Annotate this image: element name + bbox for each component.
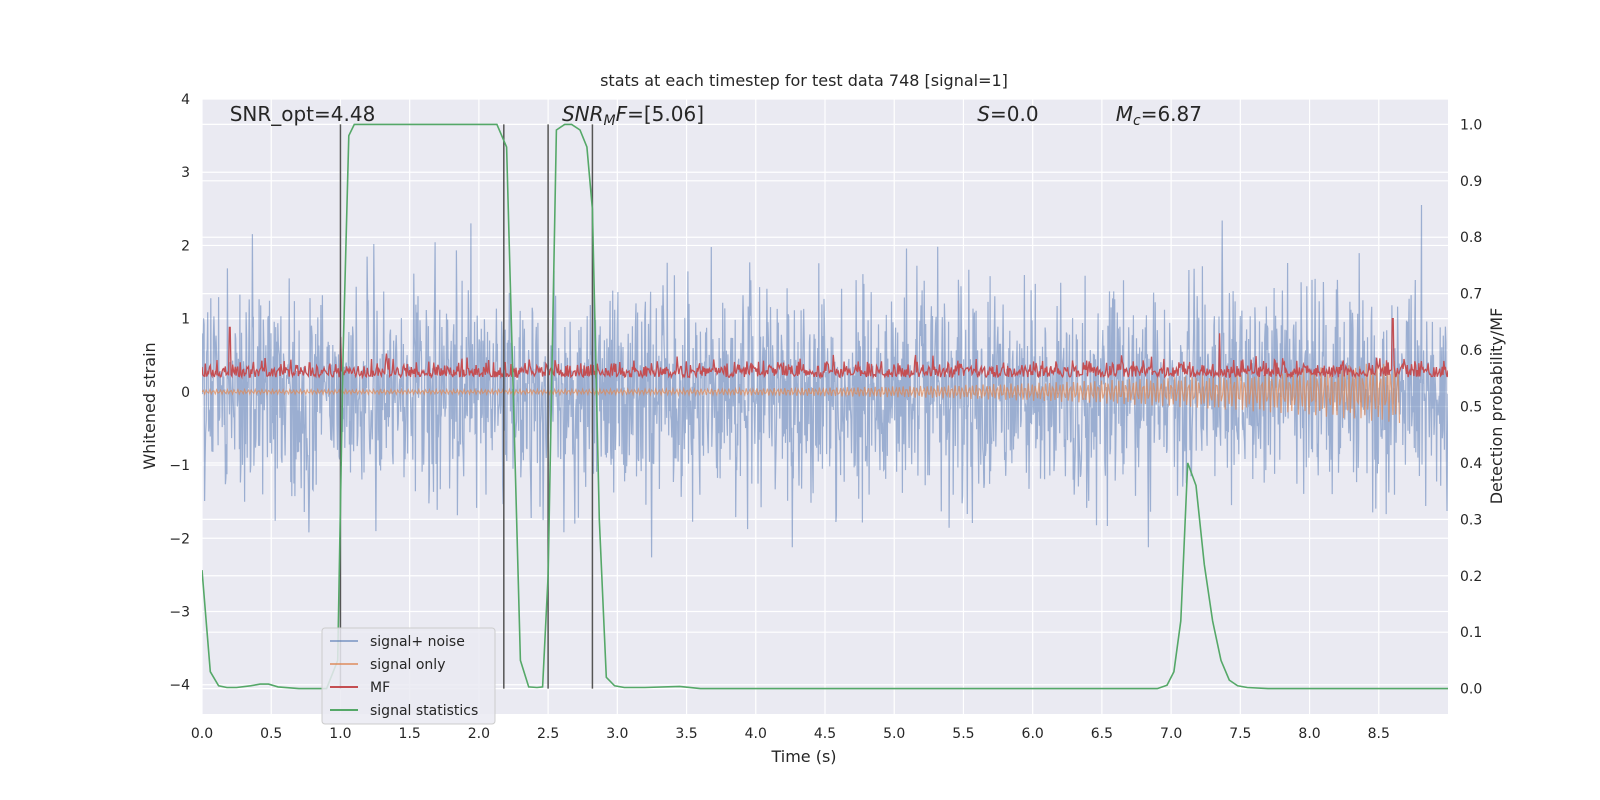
annotation-part: M	[604, 113, 616, 129]
y2-tick-label: 1.0	[1460, 117, 1482, 133]
chart-title: stats at each timestep for test data 748…	[600, 71, 1008, 90]
x-tick-label: 2.5	[537, 726, 559, 742]
y-tick-label: −2	[169, 531, 190, 547]
annotation-part: S	[977, 102, 990, 126]
y2-tick-label: 0.4	[1460, 456, 1482, 472]
y-tick-label: −4	[169, 678, 190, 694]
y2-tick-label: 0.2	[1460, 569, 1482, 585]
y2-tick-label: 0.1	[1460, 625, 1482, 641]
x-tick-label: 5.5	[952, 726, 974, 742]
x-tick-label: 2.0	[468, 726, 490, 742]
x-tick-label: 8.0	[1298, 726, 1320, 742]
y2-axis-label: Detection probability/MF	[1487, 308, 1506, 505]
signal-only-line	[202, 360, 1401, 424]
y-tick-label: 4	[181, 92, 190, 108]
y-tick-label: 0	[181, 385, 190, 401]
x-tick-label: 1.0	[329, 726, 351, 742]
y-tick-label: 2	[181, 238, 190, 254]
x-tick-label: 8.5	[1368, 726, 1390, 742]
legend-label: signal+ noise	[370, 634, 465, 650]
x-tick-label: 7.5	[1229, 726, 1251, 742]
x-axis-label: Time (s)	[770, 747, 836, 766]
x-tick-label: 3.0	[606, 726, 628, 742]
annotation-part: M	[1116, 102, 1133, 126]
x-tick-label: 6.0	[1022, 726, 1044, 742]
annotation-snr-mf: SNRMF=[5.06]	[562, 102, 704, 129]
x-tick-label: 7.0	[1160, 726, 1182, 742]
y-tick-label: 3	[181, 165, 190, 181]
annotation-mc: Mc=6.87	[1116, 102, 1202, 129]
annotation-part: F	[616, 102, 628, 126]
signal-statistics-line	[202, 123, 1448, 690]
y2-tick-label: 0.3	[1460, 512, 1482, 528]
y2-tick-label: 0.5	[1460, 400, 1482, 416]
series-group	[202, 123, 1448, 690]
legend-label: MF	[370, 680, 390, 696]
y-tick-label: −1	[169, 458, 190, 474]
annotation-part: =6.87	[1141, 102, 1202, 126]
legend: signal+ noise signal only MF signal statist…	[321, 627, 496, 725]
x-tick-label: 0.0	[191, 726, 213, 742]
annotation-s: S=0.0	[977, 102, 1038, 126]
x-tick-label: 4.0	[745, 726, 767, 742]
annotation-part: =[5.06]	[627, 102, 704, 126]
x-tick-label: 3.5	[675, 726, 697, 742]
x-tick-label: 5.0	[883, 726, 905, 742]
annotation-part: c	[1133, 113, 1141, 129]
x-tick-label: 4.5	[814, 726, 836, 742]
y-axis-label: Whitened strain	[140, 342, 159, 469]
x-tick-label: 6.5	[1091, 726, 1113, 742]
legend-label: signal only	[370, 657, 445, 673]
y2-tick-label: 0.7	[1460, 287, 1482, 303]
y-tick-label: −3	[169, 605, 190, 621]
legend-box	[321, 627, 496, 725]
y2-tick-label: 0.9	[1460, 174, 1482, 190]
annotation-snr-opt: SNR_opt=4.48	[230, 102, 376, 126]
annotation-part: SNR	[562, 102, 604, 126]
legend-label: signal statistics	[370, 703, 478, 719]
y-tick-label: 1	[181, 312, 190, 328]
annotation-part: =0.0	[990, 102, 1039, 126]
y2-tick-label: 0.8	[1460, 230, 1482, 246]
mf-line	[202, 317, 1448, 380]
y2-tick-label: 0.0	[1460, 682, 1482, 698]
x-tick-label: 1.5	[399, 726, 421, 742]
plot-area: 0.0 0.5 1.0 1.5 2.0 2.5 3.0 3.5 4.0 4.5 5.0 5.5 6.0 6…	[169, 92, 1482, 742]
x-tick-label: 0.5	[260, 726, 282, 742]
y2-tick-label: 0.6	[1460, 343, 1482, 359]
